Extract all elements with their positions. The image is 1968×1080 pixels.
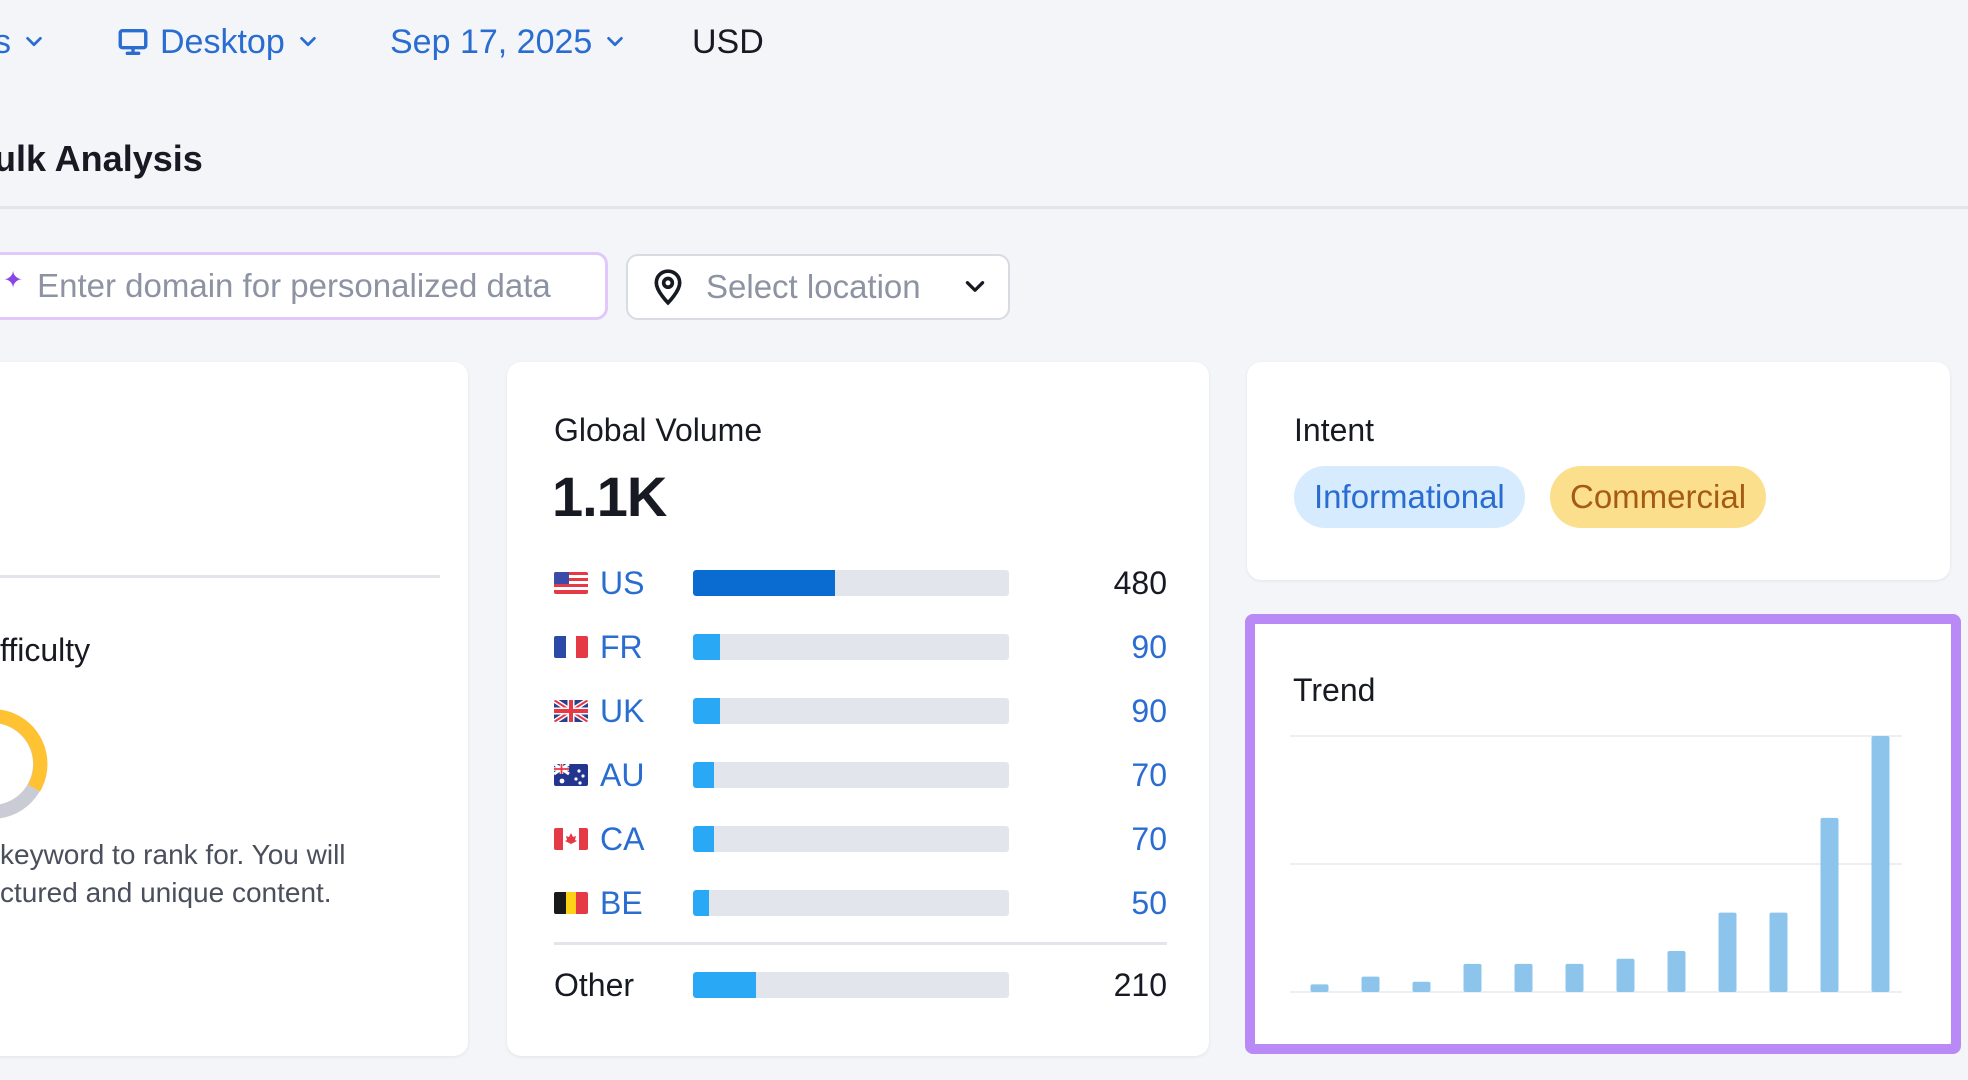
volume-bar-fill xyxy=(693,972,757,998)
domain-input-container[interactable]: ✦ xyxy=(0,252,608,320)
kd-description-line1: keyword to rank for. You will xyxy=(0,839,346,870)
trend-bar[interactable] xyxy=(1871,736,1890,992)
fr-flag-icon xyxy=(554,636,588,658)
uk-flag-icon xyxy=(554,700,588,722)
country-row-us[interactable]: US 480 xyxy=(554,563,1167,603)
volume-bar xyxy=(693,570,1009,596)
intent-badge-informational: Informational xyxy=(1294,466,1525,528)
trend-bar[interactable] xyxy=(1463,963,1482,992)
chevron-down-icon xyxy=(299,36,316,47)
device-label: Desktop xyxy=(160,22,285,61)
country-volume-link[interactable]: 90 xyxy=(1131,692,1167,729)
chevron-down-icon xyxy=(26,36,42,47)
chevron-down-icon xyxy=(965,281,985,292)
volume-bar xyxy=(693,890,1009,916)
device-dropdown[interactable]: Desktop xyxy=(116,14,319,70)
country-volume-link[interactable]: 70 xyxy=(1131,756,1167,793)
location-pin-icon xyxy=(654,269,682,306)
date-label: Sep 17, 2025 xyxy=(390,22,593,61)
country-volume-link[interactable]: 70 xyxy=(1131,820,1167,857)
volume-bar-fill xyxy=(693,570,836,596)
country-code: UK xyxy=(600,692,645,729)
trend-bar[interactable] xyxy=(1616,958,1635,992)
date-dropdown[interactable]: Sep 17, 2025 xyxy=(390,14,626,70)
global-volume-divider xyxy=(554,942,1167,945)
volume-bar xyxy=(693,972,1009,998)
global-volume-card: Global Volume 1.1K US 480 FR 90 UK 90 AU… xyxy=(507,362,1209,1056)
ca-flag-icon xyxy=(554,828,588,850)
global-volume-label: Global Volume xyxy=(554,412,763,448)
chevron-down-icon xyxy=(607,36,624,47)
kd-divider xyxy=(0,575,440,578)
currency-label: USD xyxy=(692,22,764,61)
trend-bar[interactable] xyxy=(1514,963,1533,992)
country-row-ca[interactable]: CA 70 xyxy=(554,819,1167,859)
kd-title: fficulty xyxy=(0,632,91,668)
location-select-label: Select location xyxy=(706,268,921,305)
intent-label: Intent xyxy=(1294,412,1375,448)
domain-input[interactable] xyxy=(37,267,598,305)
filter-partial-label: s xyxy=(0,22,11,61)
be-flag-icon xyxy=(554,892,588,914)
trend-bar[interactable] xyxy=(1565,963,1584,992)
trend-bar[interactable] xyxy=(1412,981,1431,992)
kd-description-line2: ctured and unique content. xyxy=(0,877,332,908)
trend-bar[interactable] xyxy=(1361,976,1380,992)
country-code: BE xyxy=(600,884,643,921)
other-label: Other xyxy=(554,966,635,1003)
volume-bar xyxy=(693,634,1009,660)
country-code: FR xyxy=(600,628,643,665)
country-row-other: Other 210 xyxy=(554,965,1167,1005)
country-row-au[interactable]: AU 70 xyxy=(554,755,1167,795)
country-volume: 480 xyxy=(1113,564,1167,601)
page-title: ulk Analysis xyxy=(0,138,203,179)
trend-bar[interactable] xyxy=(1769,912,1788,992)
country-row-fr[interactable]: FR 90 xyxy=(554,627,1167,667)
country-row-be[interactable]: BE 50 xyxy=(554,883,1167,923)
desktop-icon xyxy=(118,28,148,56)
volume-bar-fill xyxy=(693,826,714,852)
trend-bar[interactable] xyxy=(1820,817,1839,992)
country-code: AU xyxy=(600,756,645,793)
us-flag-icon xyxy=(554,572,588,594)
country-row-uk[interactable]: UK 90 xyxy=(554,691,1167,731)
trend-card: Trend xyxy=(1250,618,1953,1048)
location-select[interactable]: Select location xyxy=(626,254,1010,320)
keyword-difficulty-card: fficulty keyword to rank for. You will c… xyxy=(0,362,468,1056)
intent-badge-commercial: Commercial xyxy=(1550,466,1767,528)
trend-bar[interactable] xyxy=(1667,951,1686,992)
volume-bar-fill xyxy=(693,634,720,660)
country-volume-link[interactable]: 50 xyxy=(1131,884,1167,921)
volume-bar-fill xyxy=(693,890,709,916)
volume-bar-fill xyxy=(693,698,720,724)
volume-bar xyxy=(693,698,1009,724)
volume-bar xyxy=(693,826,1009,852)
country-code: US xyxy=(600,564,645,601)
filter-dropdown-partial[interactable]: s xyxy=(0,14,45,70)
country-code: CA xyxy=(600,820,645,857)
intent-card: Intent Informational Commercial xyxy=(1247,362,1950,580)
au-flag-icon xyxy=(554,764,588,786)
trend-bar-chart xyxy=(1290,735,1902,993)
trend-bar[interactable] xyxy=(1310,984,1329,992)
kd-description: keyword to rank for. You will ctured and… xyxy=(0,836,400,912)
trend-bar[interactable] xyxy=(1718,912,1737,992)
global-volume-value: 1.1K xyxy=(552,465,667,528)
volume-bar xyxy=(693,762,1009,788)
other-volume: 210 xyxy=(1113,966,1167,1003)
country-volume-link[interactable]: 90 xyxy=(1131,628,1167,665)
difficulty-gauge xyxy=(0,709,48,819)
sparkle-icon: ✦ xyxy=(3,266,24,294)
header-divider xyxy=(0,206,1968,209)
trend-label: Trend xyxy=(1293,672,1376,708)
volume-bar-fill xyxy=(693,762,714,788)
